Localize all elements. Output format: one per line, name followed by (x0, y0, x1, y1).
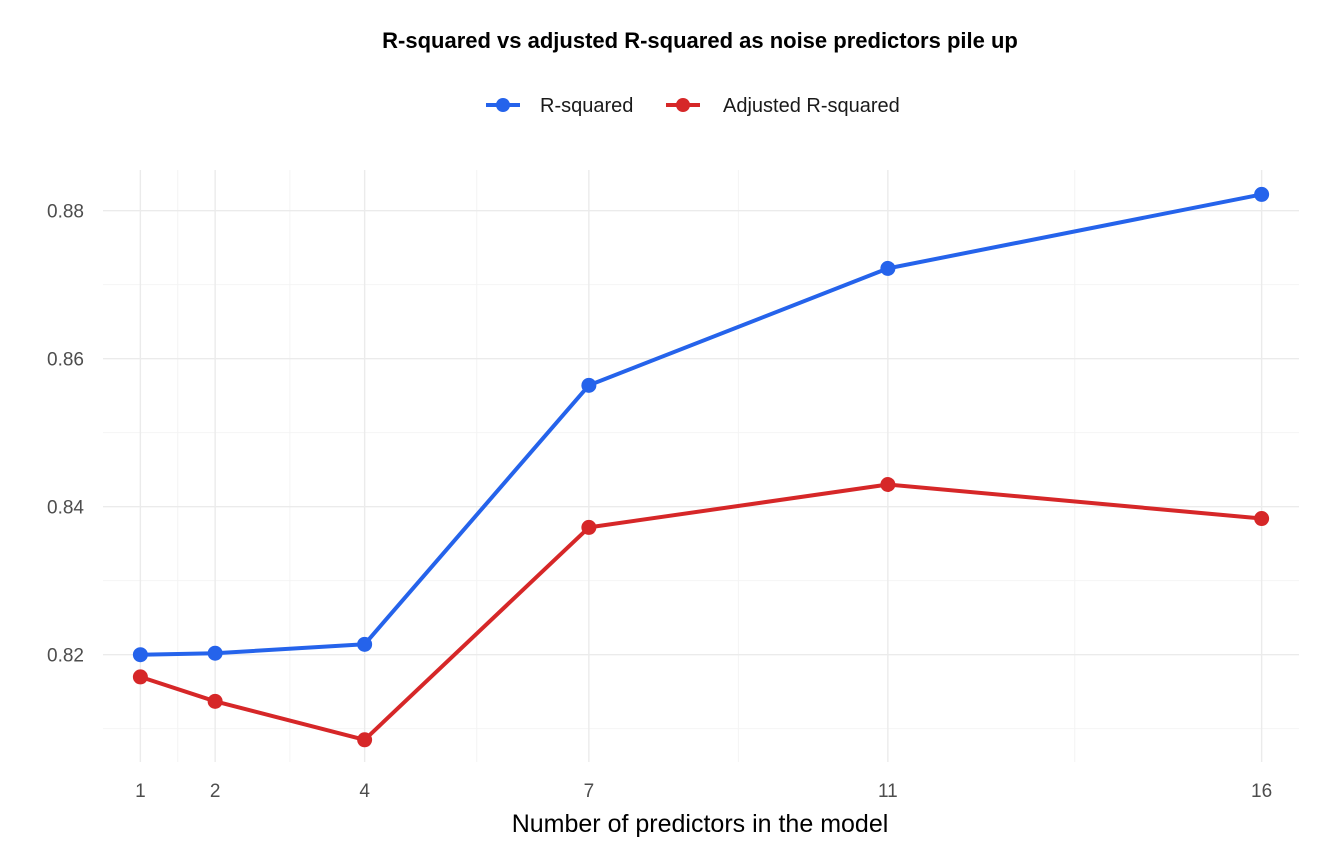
data-point-r-squared (207, 645, 223, 661)
data-point-adjusted-r-squared (132, 669, 148, 685)
data-point-adjusted-r-squared (207, 693, 223, 709)
series-r-squared (132, 186, 1270, 663)
data-point-r-squared (132, 647, 148, 663)
data-point-adjusted-r-squared (1254, 511, 1270, 527)
x-axis-title: Number of predictors in the model (512, 810, 889, 838)
legend-marker-r-squared (496, 98, 510, 112)
x-tick-label: 11 (878, 781, 898, 802)
y-tick-label: 0.84 (47, 498, 84, 519)
y-tick-label: 0.88 (47, 202, 84, 223)
legend: R-squared Adjusted R-squared (486, 95, 900, 117)
legend-item-r-squared: R-squared (486, 95, 633, 117)
x-tick-label: 7 (584, 781, 595, 802)
grid (103, 170, 1299, 762)
legend-marker-adjusted-r-squared (676, 98, 690, 112)
y-tick-label: 0.82 (47, 646, 84, 667)
x-tick-label: 1 (135, 781, 146, 802)
series-adjusted-r-squared (132, 477, 1270, 748)
y-axis-ticks: 0.82 0.84 0.86 0.88 (47, 202, 84, 667)
series-line-adjusted-r-squared (138, 482, 1264, 742)
data-point-r-squared (357, 636, 373, 652)
legend-label-r-squared: R-squared (540, 95, 633, 117)
legend-item-adjusted-r-squared: Adjusted R-squared (666, 95, 900, 117)
x-tick-label: 2 (210, 781, 221, 802)
series-layer (132, 186, 1270, 748)
x-tick-label: 4 (359, 781, 370, 802)
y-tick-label: 0.86 (47, 350, 84, 371)
data-point-adjusted-r-squared (357, 732, 373, 748)
data-point-adjusted-r-squared (880, 477, 896, 492)
x-tick-label: 16 (1251, 781, 1272, 802)
data-point-r-squared (1254, 186, 1270, 202)
chart-title: R-squared vs adjusted R-squared as noise… (382, 28, 1018, 53)
legend-label-adjusted-r-squared: Adjusted R-squared (723, 95, 900, 117)
data-point-r-squared (581, 377, 597, 393)
series-line-r-squared (138, 192, 1264, 657)
x-axis-ticks: 1 2 4 7 11 16 (135, 781, 1272, 802)
data-point-adjusted-r-squared (581, 519, 597, 535)
data-point-r-squared (880, 260, 896, 276)
